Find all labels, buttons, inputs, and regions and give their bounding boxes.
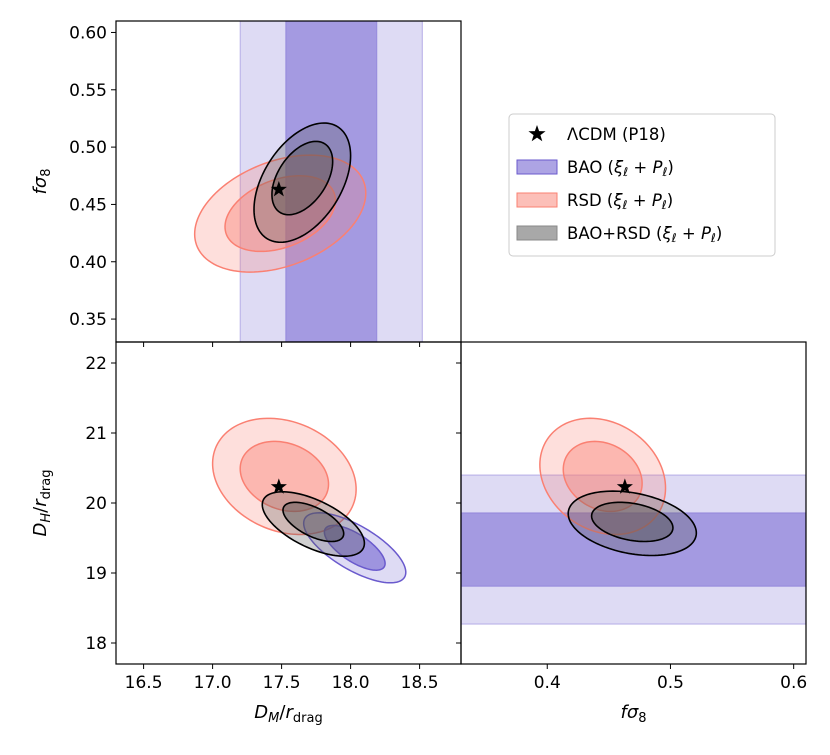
fiducial-star-marker (616, 478, 633, 494)
x-tick-label: 0.6 (780, 673, 807, 693)
y-tick-label: 21 (85, 424, 107, 444)
panel-fs8-dh-xlabel: fσ8 (620, 702, 646, 726)
star-icon (528, 125, 546, 142)
bao-band-1sigma (285, 21, 378, 342)
legend: ΛCDM (P18) BAO (ξℓ + Pℓ) RSD (ξℓ + Pℓ) BAO+… (508, 113, 776, 257)
legend-box (508, 113, 776, 257)
bao-patch-icon (516, 159, 558, 175)
legend-item-lcdm: ΛCDM (P18) (528, 125, 666, 144)
x-tick-label: 17.0 (194, 673, 232, 693)
x-tick-label: 18.5 (401, 673, 439, 693)
y-tick-label: 20 (85, 494, 107, 514)
legend-item-bao: BAO (ξℓ + Pℓ) (516, 158, 674, 179)
rsd-contour-1sigma (239, 440, 330, 513)
legend-label-combined: BAO+RSD (ξℓ + Pℓ) (567, 224, 722, 245)
combined-patch-icon (516, 225, 558, 241)
y-tick-label: 0.60 (69, 23, 107, 43)
rsd-patch-icon (516, 192, 558, 208)
y-tick-label: 0.55 (69, 81, 107, 101)
panel-fs8-dh-plot-area (461, 417, 806, 625)
panel-dm-fs8-ylabel: fσ8 (30, 168, 54, 194)
legend-label-lcdm: ΛCDM (P18) (567, 125, 666, 144)
panel-dm-fs8: 0.35 0.40 0.45 0.50 0.55 0.60 fσ8 (30, 20, 462, 347)
y-tick-label: 0.45 (69, 195, 107, 215)
bao-contour-1sigma (323, 524, 386, 571)
combined-contour-2sigma (253, 122, 352, 244)
combined-contour-1sigma (282, 501, 345, 543)
panel-dm-fs8-plot-area (193, 21, 423, 342)
y-tick-label: 19 (85, 564, 107, 584)
panel-dm-dh-plot-area (211, 417, 407, 584)
fiducial-star-marker (270, 478, 287, 494)
panel-dm-dh-xlabel: DM/rdrag (254, 702, 322, 726)
combined-contour-2sigma (567, 490, 698, 557)
y-tick-label: 0.40 (69, 253, 107, 273)
rsd-contour-2sigma (193, 154, 367, 273)
x-tick-label: 16.5 (125, 673, 163, 693)
y-tick-label: 22 (85, 354, 107, 374)
bao-band-1sigma (461, 512, 806, 587)
x-tick-label: 18.0 (332, 673, 370, 693)
combined-contour-1sigma (590, 501, 674, 543)
y-tick-label: 18 (85, 634, 107, 654)
x-tick-label: 0.4 (534, 673, 561, 693)
panel-fs8-dh: 0.4 0.5 0.6 fσ8 (456, 341, 807, 726)
panel-dm-dh-ylabel: DH/rdrag (30, 470, 54, 537)
fiducial-star-marker (270, 181, 287, 197)
combined-contour-1sigma (271, 140, 334, 216)
rsd-contour-2sigma (211, 417, 357, 536)
legend-label-rsd: RSD (ξℓ + Pℓ) (567, 191, 673, 212)
y-tick-label: 0.35 (69, 310, 107, 330)
legend-item-combined: BAO+RSD (ξℓ + Pℓ) (516, 224, 722, 245)
x-tick-label: 17.5 (263, 673, 301, 693)
legend-item-rsd: RSD (ξℓ + Pℓ) (516, 191, 673, 212)
panel-dm-dh: 16.5 17.0 17.5 18.0 18.5 18 19 20 21 22 DM/rdrag DH… (30, 341, 462, 726)
legend-label-bao: BAO (ξℓ + Pℓ) (567, 158, 674, 179)
x-tick-label: 0.5 (657, 673, 684, 693)
y-tick-label: 0.50 (69, 138, 107, 158)
